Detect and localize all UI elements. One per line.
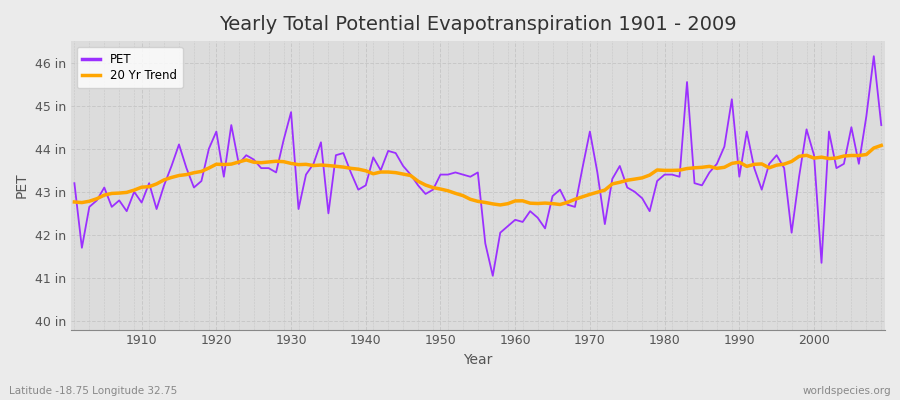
PET <box>607 176 617 181</box>
PET <box>488 273 499 278</box>
20 Yr Trend <box>509 198 520 203</box>
20 Yr Trend <box>607 182 617 186</box>
PET <box>129 190 140 194</box>
PET <box>518 220 528 224</box>
X-axis label: Year: Year <box>464 353 492 367</box>
20 Yr Trend <box>69 200 80 204</box>
20 Yr Trend <box>876 143 886 148</box>
Text: worldspecies.org: worldspecies.org <box>803 386 891 396</box>
20 Yr Trend <box>293 162 304 167</box>
PET <box>509 217 520 222</box>
Line: 20 Yr Trend: 20 Yr Trend <box>75 146 881 205</box>
PET <box>338 151 349 156</box>
Y-axis label: PET: PET <box>15 172 29 198</box>
20 Yr Trend <box>129 188 140 192</box>
Title: Yearly Total Potential Evapotranspiration 1901 - 2009: Yearly Total Potential Evapotranspiratio… <box>219 15 736 34</box>
PET <box>868 54 879 58</box>
20 Yr Trend <box>495 202 506 207</box>
PET <box>69 181 80 186</box>
PET <box>293 207 304 212</box>
Legend: PET, 20 Yr Trend: PET, 20 Yr Trend <box>76 47 183 88</box>
20 Yr Trend <box>338 165 349 170</box>
Text: Latitude -18.75 Longitude 32.75: Latitude -18.75 Longitude 32.75 <box>9 386 177 396</box>
20 Yr Trend <box>518 198 528 203</box>
Line: PET: PET <box>75 56 881 276</box>
PET <box>876 123 886 128</box>
